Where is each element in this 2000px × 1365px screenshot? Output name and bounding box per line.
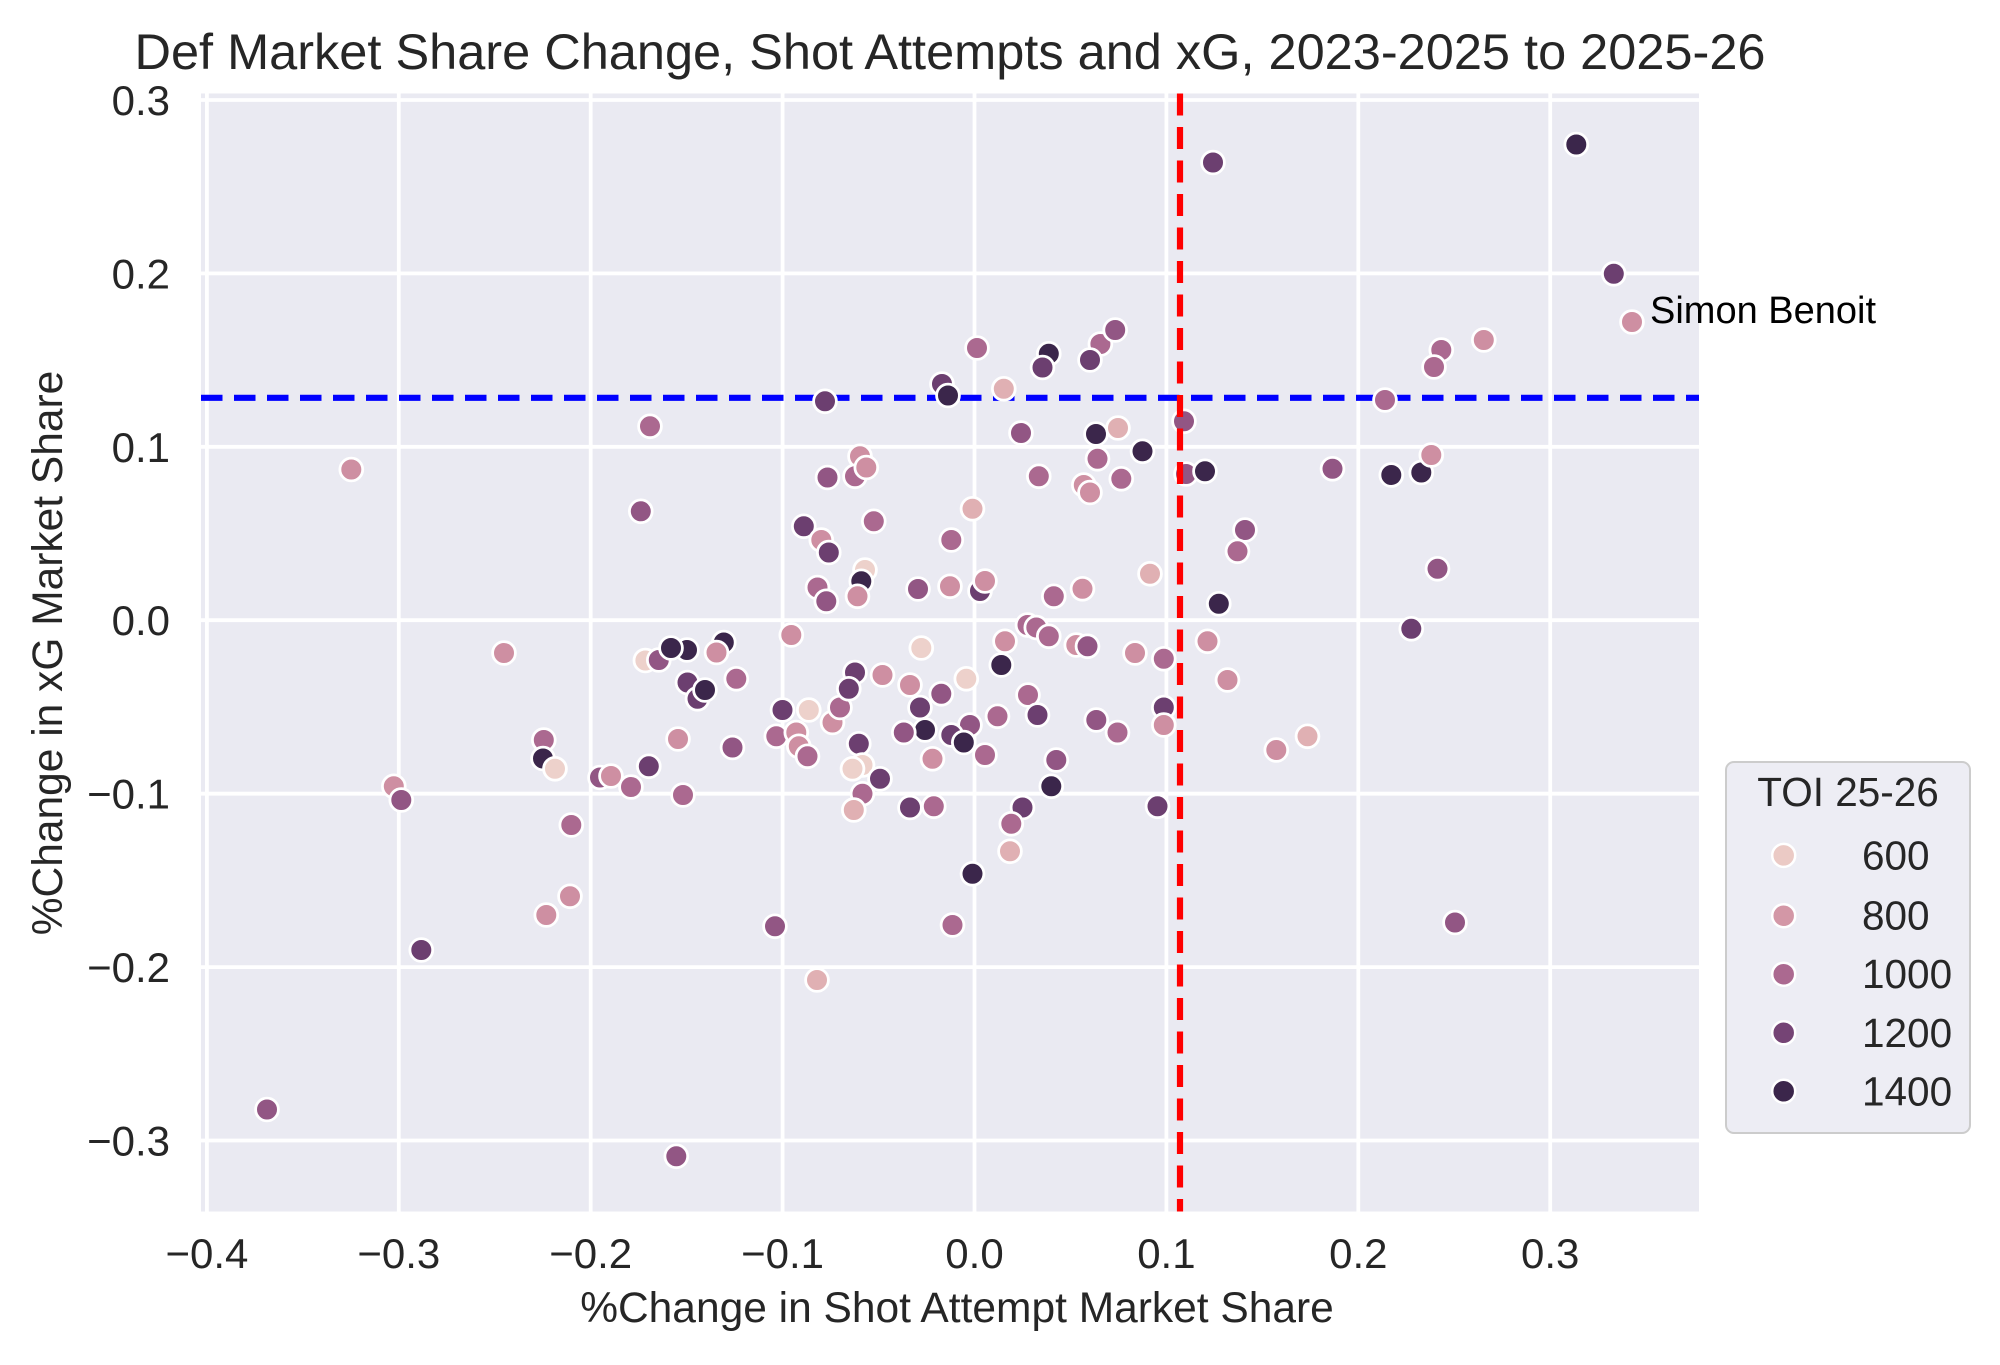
svg-text:−0.1: −0.1 [741, 1230, 824, 1277]
svg-text:0.0: 0.0 [112, 597, 170, 644]
svg-text:0.2: 0.2 [112, 250, 170, 297]
svg-text:0.3: 0.3 [1521, 1230, 1579, 1277]
svg-text:0.1: 0.1 [112, 424, 170, 471]
svg-text:%Change in xG Market Share: %Change in xG Market Share [25, 371, 72, 936]
svg-text:Simon Benoit: Simon Benoit [1650, 290, 1876, 332]
svg-text:−0.2: −0.2 [549, 1230, 632, 1277]
svg-text:−0.2: −0.2 [87, 944, 170, 991]
svg-text:Def Market Share Change, Shot: Def Market Share Change, Shot Attempts a… [134, 23, 1765, 80]
svg-text:−0.3: −0.3 [87, 1118, 170, 1165]
svg-text:1400: 1400 [1862, 1068, 1952, 1114]
svg-text:0.3: 0.3 [112, 77, 170, 124]
svg-text:800: 800 [1862, 893, 1930, 939]
svg-text:0.0: 0.0 [945, 1230, 1003, 1277]
svg-text:%Change in Shot Attempt Market: %Change in Shot Attempt Market Share [580, 1285, 1334, 1332]
svg-text:0.1: 0.1 [1137, 1230, 1195, 1277]
svg-text:0.2: 0.2 [1329, 1230, 1387, 1277]
svg-text:600: 600 [1862, 832, 1930, 878]
svg-text:−0.1: −0.1 [87, 771, 170, 818]
svg-text:1000: 1000 [1862, 951, 1952, 997]
svg-text:1200: 1200 [1862, 1010, 1952, 1056]
svg-text:TOI 25-26: TOI 25-26 [1757, 769, 1939, 815]
svg-text:−0.3: −0.3 [357, 1230, 440, 1277]
svg-text:−0.4: −0.4 [165, 1230, 248, 1277]
